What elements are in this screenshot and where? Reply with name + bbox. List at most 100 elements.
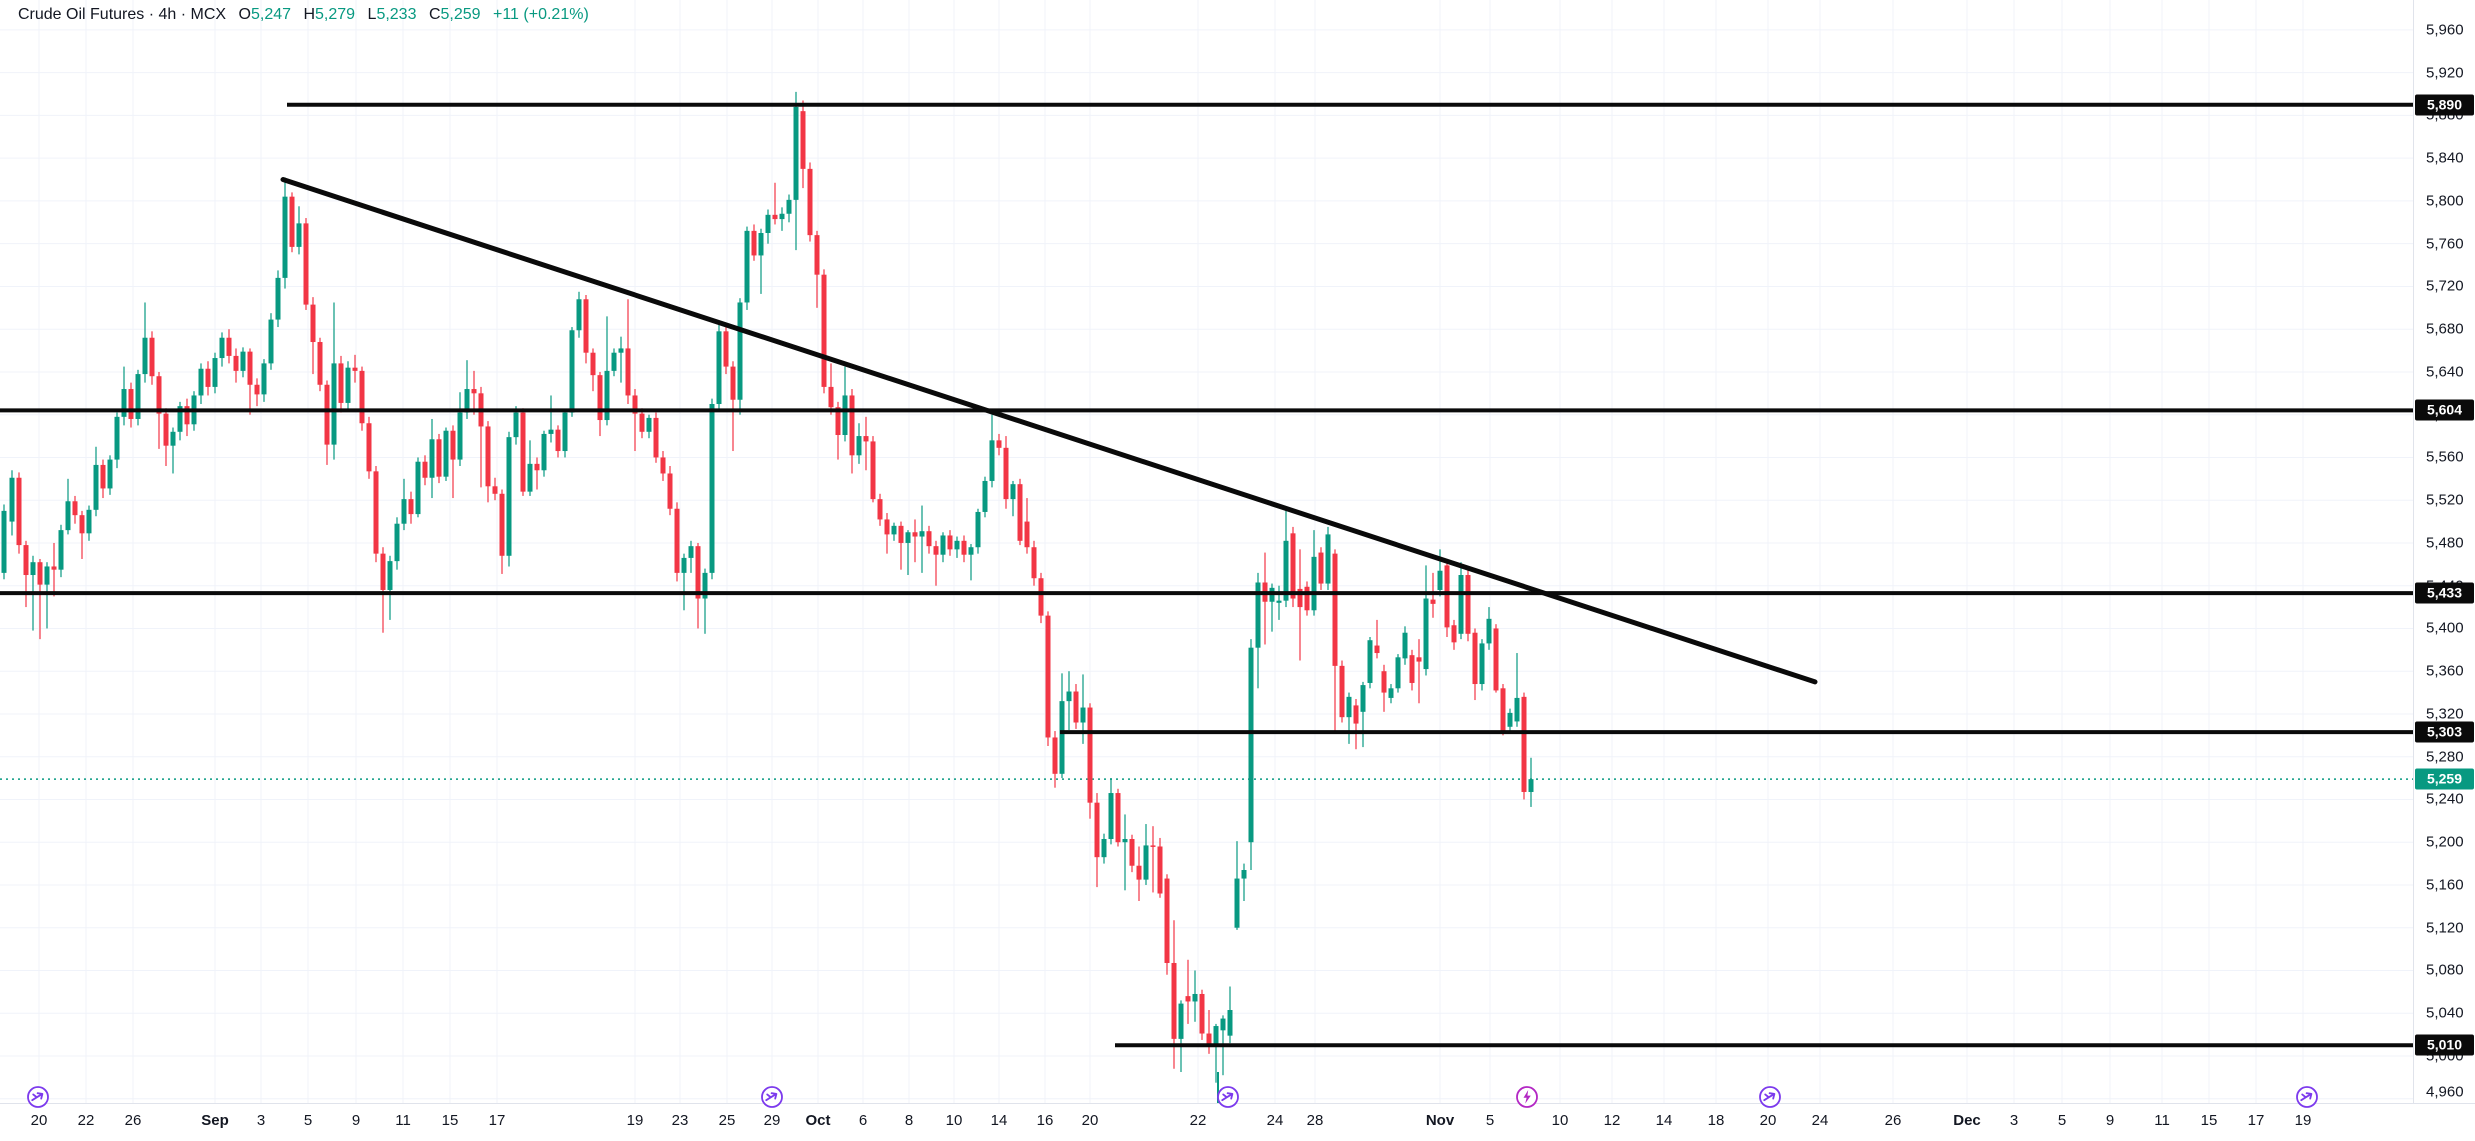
time-axis-label: 10 (945, 1112, 963, 1129)
price-axis-label: 5,640 (2426, 363, 2464, 381)
candle-body (597, 375, 603, 421)
time-axis-label: 5 (1485, 1112, 1495, 1129)
candle-body (1444, 565, 1450, 628)
time-axis-label: 20 (30, 1112, 48, 1129)
high-label: H (303, 6, 316, 23)
candle-body (674, 508, 680, 573)
candle-body (86, 509, 92, 534)
price-badge: 5,890 (2415, 94, 2474, 116)
time-axis-label: 3 (2009, 1112, 2019, 1129)
candle-body (310, 304, 316, 343)
candle-body (1010, 484, 1016, 500)
time-axis-month-label: Nov (1425, 1112, 1455, 1129)
time-axis-month-label: Oct (805, 1112, 831, 1129)
candle-body (1213, 1026, 1219, 1045)
trendline[interactable] (280, 177, 1818, 685)
candle-body (870, 441, 876, 500)
open-label: O (238, 6, 251, 23)
candle-body (1339, 665, 1345, 718)
candle-body (1395, 657, 1401, 689)
candle-body (975, 511, 981, 548)
candle-body (345, 367, 351, 403)
candle-body (352, 367, 358, 371)
candle-body (331, 363, 337, 445)
candle-body (968, 547, 974, 555)
time-axis-label: 14 (990, 1112, 1008, 1129)
candle-body (1157, 846, 1163, 894)
event-skip-arrow-icon[interactable] (1758, 1085, 1782, 1109)
candle-body (107, 459, 113, 489)
candle-body (464, 389, 470, 413)
time-axis-label: 25 (718, 1112, 736, 1129)
candle-body (1479, 643, 1485, 685)
candle-body (1451, 625, 1457, 643)
candle-body (1465, 575, 1471, 634)
candle-body (366, 423, 372, 472)
symbol-header[interactable]: Crude Oil Futures · 4h · MCX O5,247 H5,2… (18, 6, 589, 24)
price-axis-label: 5,320 (2426, 705, 2464, 723)
event-lightning-icon[interactable] (1515, 1085, 1539, 1109)
candle-body (268, 319, 274, 364)
candle-body (786, 199, 792, 214)
candle-body (457, 412, 463, 460)
time-axis-label: 23 (671, 1112, 689, 1129)
price-axis-label: 5,800 (2426, 192, 2464, 210)
time-axis-label: 28 (1306, 1112, 1324, 1129)
time-axis[interactable]: 20 22 26 Sep 3 5 9 11 15 17 19 23 25 29 Oct 6 8 10 14 16 20 2… (0, 1086, 2475, 1141)
candle-body (940, 535, 946, 555)
event-skip-arrow-icon[interactable] (760, 1085, 784, 1109)
candle-body (800, 111, 806, 169)
candle-body (9, 477, 15, 522)
candle-body (1276, 600, 1282, 603)
candle-body (44, 566, 50, 585)
candle-body (93, 464, 99, 510)
candle-body (79, 515, 85, 534)
price-badge: 5,303 (2415, 721, 2474, 743)
price-axis-label: 5,120 (2426, 919, 2464, 937)
low-label: L (367, 6, 377, 23)
price-badge: 5,010 (2415, 1034, 2474, 1056)
candle-body (16, 477, 22, 546)
candle-body (709, 404, 715, 573)
change-value: +11 (+0.21%) (493, 6, 589, 23)
candle-body (1164, 878, 1170, 963)
candlestick-canvas[interactable] (0, 0, 2413, 1103)
price-axis-label: 5,400 (2426, 619, 2464, 637)
candle-body (681, 557, 687, 573)
candle-body (436, 439, 442, 477)
price-axis-label: 5,080 (2426, 961, 2464, 979)
candle-body (905, 532, 911, 543)
time-axis-label: 22 (77, 1112, 95, 1129)
candle-body (1129, 839, 1135, 866)
candle-body (807, 168, 813, 236)
candle-body (1087, 707, 1093, 803)
time-axis-month-label: Sep (201, 1112, 229, 1129)
chart-plot-area[interactable] (0, 0, 2413, 1103)
candle-body (149, 337, 155, 377)
candle-body (100, 464, 106, 489)
candle-body (541, 433, 547, 471)
event-skip-arrow-icon[interactable] (2295, 1085, 2319, 1109)
symbol-title[interactable]: Crude Oil Futures · 4h · MCX (18, 6, 227, 23)
candle-body (1101, 839, 1107, 858)
time-axis-label: 14 (1655, 1112, 1673, 1129)
candle-body (1052, 737, 1058, 774)
candle-body (1192, 993, 1198, 1002)
candle-body (779, 213, 785, 220)
candle-body (1185, 996, 1191, 1002)
candle-body (926, 531, 932, 547)
candle-body (1080, 707, 1086, 723)
candle-body (688, 546, 694, 558)
event-skip-arrow-icon[interactable] (1216, 1085, 1240, 1109)
candle-body (961, 540, 967, 555)
candle-body (226, 337, 232, 356)
time-axis-label: 11 (2154, 1112, 2170, 1129)
candle-body (695, 546, 701, 599)
price-axis[interactable]: 4,960 5,000 5,040 5,080 5,120 5,160 5,200 5,240… (2413, 0, 2475, 1103)
time-axis-label: 15 (2200, 1112, 2218, 1129)
candle-body (65, 501, 71, 531)
candle-body (198, 368, 204, 396)
time-axis-label: 12 (1603, 1112, 1621, 1129)
candle-body (1136, 865, 1142, 880)
event-skip-arrow-icon[interactable] (26, 1085, 50, 1109)
